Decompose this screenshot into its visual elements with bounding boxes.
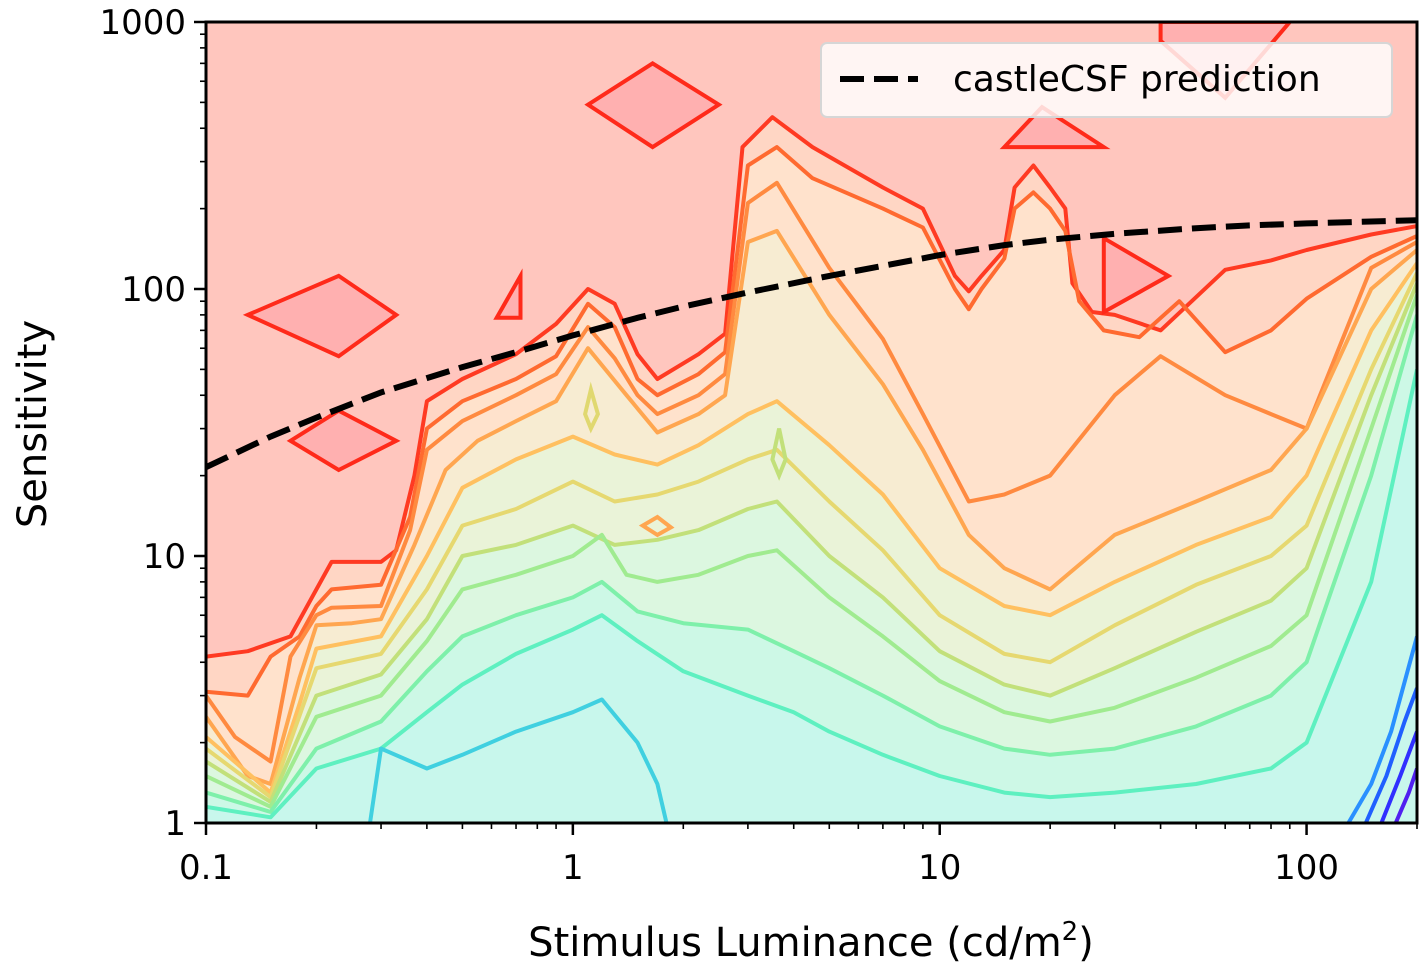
x-axis: 0.1 1 10 100 xyxy=(179,823,1418,888)
y-tick-label: 10 xyxy=(143,537,186,577)
closed-contour-8 xyxy=(770,428,788,481)
x-axis-title-superscript: 2 xyxy=(1062,917,1079,947)
x-tick-label: 10 xyxy=(918,848,961,888)
y-tick-label: 100 xyxy=(121,270,186,310)
contour-line-6 xyxy=(206,282,1417,804)
closed-contour-1 xyxy=(286,408,401,473)
contour-line-14 xyxy=(1393,767,1417,823)
contour-line-9 xyxy=(206,368,1417,820)
y-axis-title: Sensitivity xyxy=(10,320,56,528)
x-tick-label: 0.1 xyxy=(179,848,233,888)
legend: castleCSF prediction xyxy=(820,42,1393,118)
y-tick-label: 1000 xyxy=(99,3,186,43)
plot-area xyxy=(206,22,1417,823)
contour-line-12 xyxy=(1363,687,1417,823)
closed-contour-2 xyxy=(493,268,523,320)
contour-fill-6 xyxy=(206,22,1417,657)
contour-line-10 xyxy=(368,697,669,823)
contour-line-1 xyxy=(206,145,1417,698)
x-axis-title-main: Stimulus Luminance (cd/m xyxy=(528,920,1062,966)
closed-contour-9 xyxy=(638,514,675,538)
contour-line-4 xyxy=(206,261,1417,795)
prediction-layer xyxy=(206,217,1417,470)
contour-line-layer xyxy=(206,115,1417,823)
contour-line-2 xyxy=(206,180,1417,764)
y-tick-label: 1 xyxy=(164,804,186,844)
contour-line-8 xyxy=(206,314,1417,814)
closed-contour-7 xyxy=(583,381,601,434)
legend-box xyxy=(820,42,1393,118)
closed-contour-layer xyxy=(242,22,1293,538)
contour-line-5 xyxy=(206,271,1417,800)
x-tick-label: 1 xyxy=(562,848,584,888)
castlecsf-prediction-line xyxy=(206,217,1417,470)
closed-contour-4 xyxy=(999,104,1111,150)
legend-label-castlecsf: castleCSF prediction xyxy=(953,59,1321,100)
contour-line-3 xyxy=(206,228,1417,786)
plot-frame xyxy=(204,20,1419,825)
x-tick-label: 100 xyxy=(1274,848,1339,888)
x-axis-title-end: ) xyxy=(1078,920,1094,966)
contour-line-7 xyxy=(206,294,1417,809)
closed-contour-5 xyxy=(1101,234,1173,316)
closed-contour-3 xyxy=(584,61,723,150)
x-axis-title: Stimulus Luminance (cd/m2) xyxy=(528,917,1094,966)
contour-fill-layer xyxy=(206,22,1417,823)
y-axis: 1 10 100 1000 xyxy=(99,3,206,844)
closed-contour-0 xyxy=(242,273,400,359)
contour-line-13 xyxy=(1379,730,1417,823)
contour-line-11 xyxy=(1346,635,1417,823)
